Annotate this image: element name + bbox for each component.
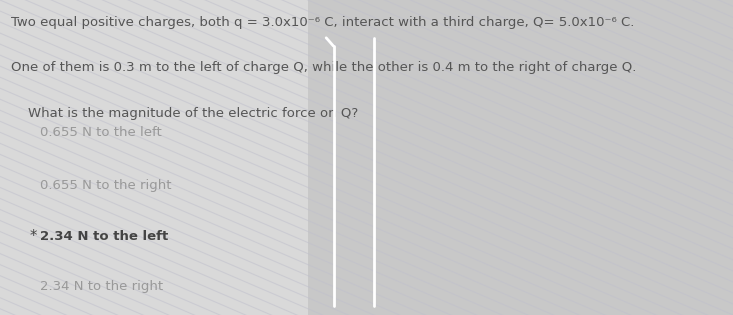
Text: *: *: [29, 229, 37, 244]
Text: What is the magnitude of the electric force on Q?: What is the magnitude of the electric fo…: [11, 107, 358, 120]
Text: 2.34 N to the left: 2.34 N to the left: [40, 230, 169, 243]
Text: 2.34 N to the right: 2.34 N to the right: [40, 280, 163, 293]
Text: 0.655 N to the right: 0.655 N to the right: [40, 179, 172, 192]
Text: One of them is 0.3 m to the left of charge Q, while the other is 0.4 m to the ri: One of them is 0.3 m to the left of char…: [11, 61, 636, 74]
Text: 0.655 N to the left: 0.655 N to the left: [40, 126, 162, 139]
FancyBboxPatch shape: [0, 0, 308, 315]
Text: Two equal positive charges, both q = 3.0x10⁻⁶ C, interact with a third charge, Q: Two equal positive charges, both q = 3.0…: [11, 16, 634, 29]
